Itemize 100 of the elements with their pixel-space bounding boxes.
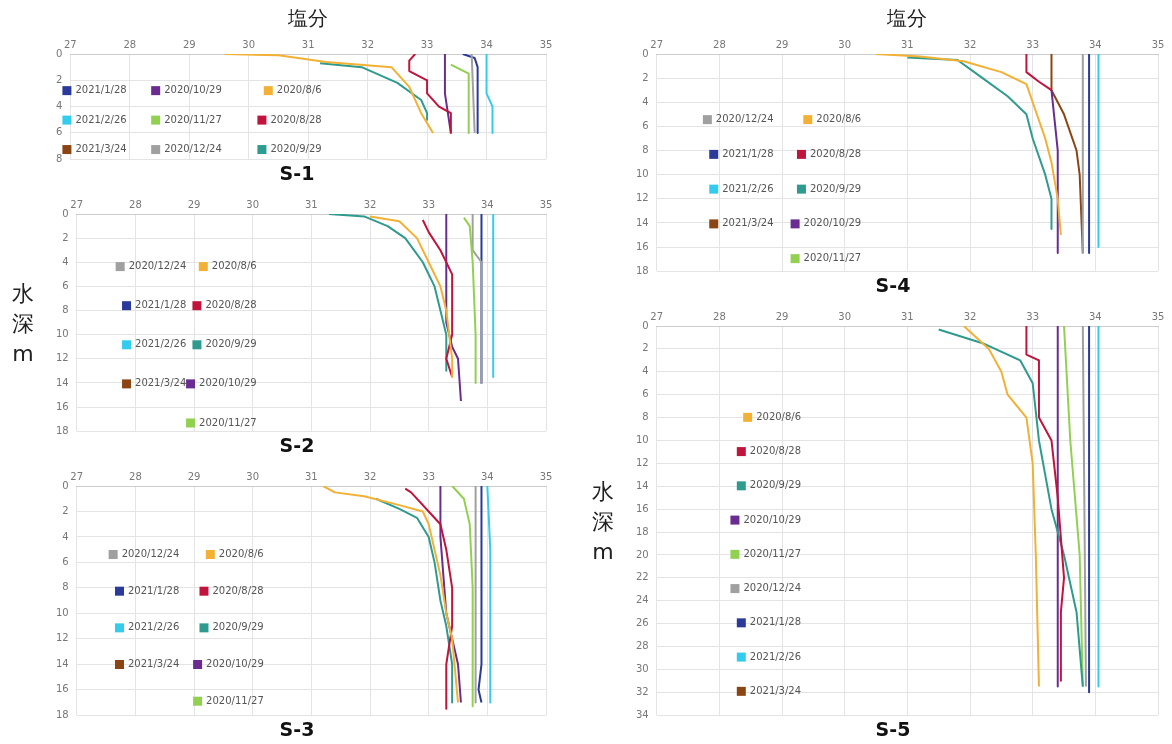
y-tick-label: 2 <box>55 73 63 85</box>
legend-label: 2020/11/27 <box>803 252 862 264</box>
y-tick-label: 0 <box>55 47 63 59</box>
legend-label: 2021/1/28 <box>722 147 774 159</box>
legend-label: 2020/11/27 <box>164 113 222 125</box>
x-tick-label: 30 <box>246 470 260 482</box>
y-tick-label: 18 <box>635 525 649 537</box>
y-tick-label: 30 <box>635 663 649 675</box>
legend-label: 2020/11/27 <box>199 416 257 428</box>
text: S-1 <box>279 161 315 184</box>
y-tick-label: 8 <box>642 411 649 423</box>
x-tick-label: 30 <box>242 38 256 50</box>
y-tick-label: 12 <box>635 192 649 204</box>
legend-label: 2020/10/29 <box>803 217 862 229</box>
y-tick-label: 6 <box>62 555 69 567</box>
x-tick-label: 32 <box>963 38 977 50</box>
legend-label: 2021/2/26 <box>127 621 180 633</box>
x-tick-label: 33 <box>422 470 436 482</box>
y-tick-label: 16 <box>635 502 649 514</box>
y-tick-label: 8 <box>55 152 63 164</box>
y-tick-label: 4 <box>642 95 649 107</box>
y-tick-label: 24 <box>635 594 649 606</box>
legend-label: 2020/8/28 <box>212 584 264 596</box>
y-tick-label: 14 <box>635 479 649 491</box>
y-tick-label: 10 <box>635 168 649 180</box>
y-tick-label: 32 <box>635 685 649 697</box>
x-tick-label: 33 <box>422 198 436 210</box>
y-tick-label: 16 <box>55 683 69 695</box>
x-tick-label: 35 <box>1151 310 1165 322</box>
x-tick-label: 34 <box>1088 38 1102 50</box>
y-tick-label: 10 <box>55 328 69 340</box>
legend-label: 2021/1/28 <box>127 584 180 596</box>
y-tick-label: 12 <box>55 352 69 364</box>
legend-label: 2020/10/29 <box>206 658 264 670</box>
y-tick-label: 26 <box>635 617 649 629</box>
x-axis-title: 塩分 <box>886 6 928 31</box>
x-tick-label: 27 <box>650 310 664 322</box>
y-tick-label: 2 <box>62 231 69 243</box>
x-tick-label: 33 <box>1026 310 1040 322</box>
x-tick-label: 32 <box>963 310 977 322</box>
legend-label: 2021/2/26 <box>135 338 187 350</box>
legend-label: 2020/8/28 <box>809 147 862 159</box>
y-tick-label: 12 <box>635 456 649 468</box>
y-tick-label: 0 <box>642 319 649 331</box>
y-tick-label: 2 <box>62 505 69 517</box>
legend-label: 2020/11/27 <box>206 694 264 706</box>
legend-label: 2020/8/28 <box>749 445 802 457</box>
x-axis-title: 塩分 <box>287 6 329 31</box>
y-tick-label: 16 <box>635 240 649 252</box>
x-tick-label: 27 <box>650 38 664 50</box>
legend-label: 2020/9/29 <box>205 338 257 350</box>
x-tick-label: 29 <box>187 470 201 482</box>
legend-label: 2021/1/28 <box>75 84 127 96</box>
y-axis-title: 水深 m <box>11 280 35 368</box>
y-tick-label: 10 <box>55 606 69 618</box>
legend-label: 2021/2/26 <box>75 113 127 125</box>
legend-label: 2021/1/28 <box>749 616 802 628</box>
y-tick-label: 14 <box>55 657 69 669</box>
x-tick-label: 31 <box>901 38 914 50</box>
x-tick-label: 29 <box>775 310 789 322</box>
legend-label: 2020/9/29 <box>212 621 264 633</box>
legend-label: 2020/8/6 <box>211 260 257 272</box>
legend-label: 2021/3/24 <box>75 143 127 155</box>
y-tick-label: 4 <box>62 255 69 267</box>
x-tick-label: 31 <box>901 310 914 322</box>
y-tick-label: 8 <box>642 144 649 156</box>
x-tick-label: 32 <box>363 470 377 482</box>
legend-label: 2020/8/6 <box>276 84 322 96</box>
y-tick-label: 6 <box>642 388 649 400</box>
legend-label: 2020/9/29 <box>809 182 862 194</box>
legend-label: 2020/9/29 <box>270 143 322 155</box>
x-tick-label: 33 <box>420 38 434 50</box>
x-tick-label: 34 <box>480 470 494 482</box>
y-tick-label: 18 <box>55 424 69 436</box>
x-tick-label: 28 <box>713 310 726 322</box>
legend-label: 2021/2/26 <box>749 650 802 662</box>
y-tick-label: 0 <box>642 47 649 59</box>
x-tick-label: 35 <box>539 470 553 482</box>
x-tick-label: 31 <box>301 38 315 50</box>
x-tick-label: 34 <box>1088 310 1102 322</box>
y-tick-label: 2 <box>642 342 649 354</box>
legend-label: 2020/12/24 <box>164 143 222 155</box>
x-tick-label: 35 <box>539 198 553 210</box>
x-tick-label: 28 <box>123 38 137 50</box>
x-tick-label: 31 <box>305 198 318 210</box>
y-tick-label: 6 <box>642 119 649 131</box>
x-tick-label: 34 <box>480 198 494 210</box>
x-tick-label: 27 <box>64 38 77 50</box>
y-tick-label: 6 <box>55 126 63 138</box>
legend-label: 2021/3/24 <box>722 217 774 229</box>
legend-label: 2020/11/27 <box>743 547 802 559</box>
y-tick-label: 22 <box>635 571 649 583</box>
x-tick-label: 34 <box>480 38 493 50</box>
y-tick-label: 0 <box>62 207 69 219</box>
legend-label: 2020/8/6 <box>756 410 802 422</box>
y-tick-label: 18 <box>55 708 69 720</box>
y-tick-label: 4 <box>55 100 63 112</box>
legend-label: 2020/10/29 <box>743 513 802 525</box>
x-tick-label: 27 <box>70 198 84 210</box>
y-tick-label: 12 <box>55 632 69 644</box>
